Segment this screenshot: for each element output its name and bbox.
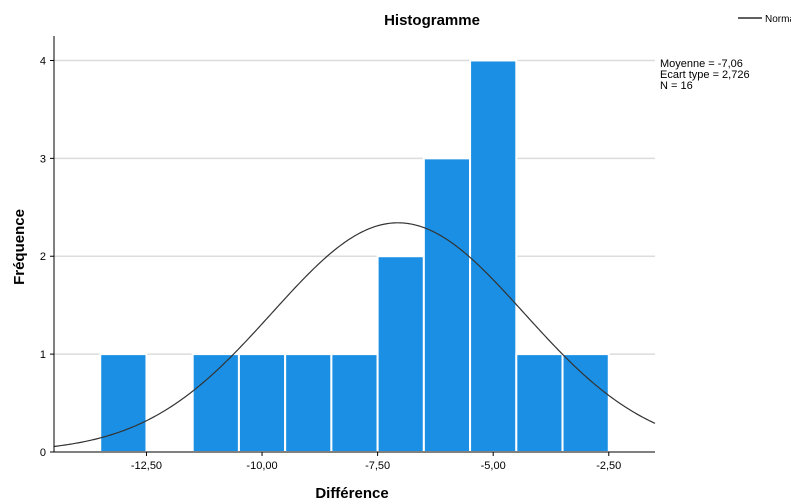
- legend-label-normale: Normale: [765, 14, 791, 25]
- chart-title: Histogramme: [384, 12, 480, 29]
- histogram-bar: [563, 354, 609, 452]
- histogram-bar: [424, 158, 470, 452]
- x-tick-labels: -12,50 -10,00 -7,50 -5,00 -2,50: [131, 452, 621, 472]
- x-tick-label: -7,50: [365, 460, 390, 472]
- histogram-bar: [239, 354, 285, 452]
- gridlines: [54, 60, 655, 354]
- histogram-bar: [331, 354, 377, 452]
- y-tick-label: 0: [40, 447, 46, 459]
- histogram-bar: [516, 354, 562, 452]
- histogram-bar: [470, 60, 516, 452]
- stats-line: N = 16: [660, 80, 693, 92]
- y-tick-label: 4: [40, 55, 46, 67]
- y-axis-label: Fréquence: [11, 209, 28, 285]
- legend: Normale: [738, 14, 791, 25]
- y-tick-label: 3: [40, 153, 46, 165]
- y-tick-label: 2: [40, 251, 46, 263]
- x-axis-label: Différence: [315, 485, 388, 502]
- histogram-bar: [378, 256, 424, 452]
- histogram-bar: [100, 354, 146, 452]
- histogram-bar: [285, 354, 331, 452]
- histogram-bar: [193, 354, 239, 452]
- y-tick-labels: 0 1 2 3 4: [40, 55, 54, 459]
- y-tick-label: 1: [40, 349, 46, 361]
- x-tick-label: -12,50: [131, 460, 162, 472]
- x-tick-label: -2,50: [596, 460, 621, 472]
- x-tick-label: -5,00: [481, 460, 506, 472]
- x-tick-label: -10,00: [246, 460, 277, 472]
